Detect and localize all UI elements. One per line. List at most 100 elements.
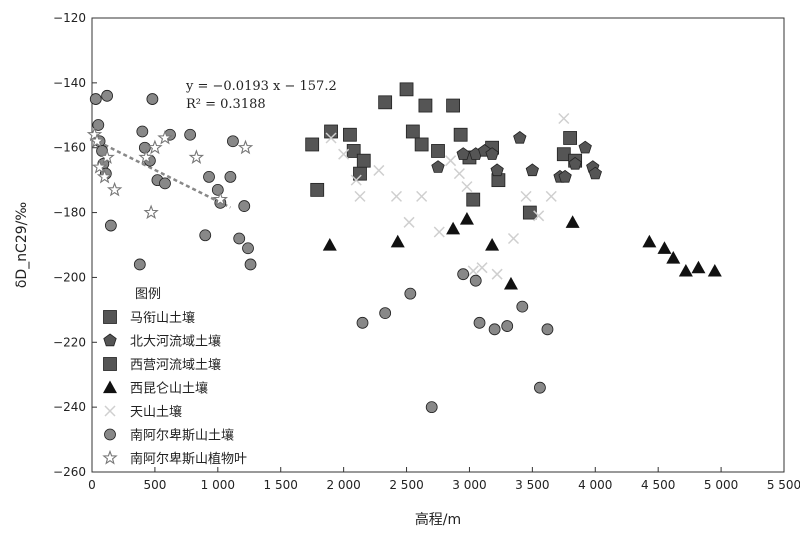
data-point xyxy=(485,147,499,160)
x-axis-label: 高程/m xyxy=(415,511,461,528)
data-point xyxy=(476,262,488,274)
data-point xyxy=(101,89,113,102)
data-point xyxy=(563,131,578,145)
data-point xyxy=(199,229,212,242)
y-tick-label: −220 xyxy=(53,335,86,349)
data-point xyxy=(147,139,163,155)
data-point xyxy=(325,132,337,144)
data-point xyxy=(350,174,362,186)
data-point xyxy=(678,263,693,277)
data-point xyxy=(353,166,367,181)
data-point xyxy=(456,147,470,160)
data-point xyxy=(343,127,357,142)
data-point xyxy=(224,170,237,183)
data-point xyxy=(501,320,514,332)
data-point xyxy=(507,232,520,245)
data-point xyxy=(533,210,545,222)
x-tick-label: 2 000 xyxy=(326,478,360,492)
data-point xyxy=(446,98,460,113)
x-tick-label: 1 000 xyxy=(201,478,235,492)
data-point xyxy=(431,144,445,158)
data-point xyxy=(338,148,350,160)
data-point xyxy=(157,129,173,145)
data-point xyxy=(227,135,239,148)
data-point-stroke xyxy=(558,112,570,125)
data-point xyxy=(431,160,445,173)
data-point xyxy=(707,263,722,277)
data-point xyxy=(467,265,479,277)
legend-marker xyxy=(104,428,116,441)
data-point xyxy=(146,93,159,105)
data-point xyxy=(305,137,320,152)
data-point xyxy=(405,124,420,139)
legend-marker xyxy=(103,333,117,347)
data-point-stroke xyxy=(416,190,428,202)
data-point xyxy=(534,381,546,394)
data-point xyxy=(91,159,108,174)
x-tick-label: 1 500 xyxy=(264,478,298,492)
data-point xyxy=(399,82,414,97)
data-point-stroke xyxy=(354,190,366,202)
data-point xyxy=(390,234,405,248)
data-point xyxy=(404,287,417,300)
legend-marker xyxy=(103,310,117,324)
data-point-stroke xyxy=(350,174,362,186)
data-point xyxy=(578,140,592,154)
data-point xyxy=(520,190,532,202)
data-point xyxy=(211,183,224,196)
data-point-stroke xyxy=(390,190,403,202)
data-point xyxy=(390,190,403,202)
data-point xyxy=(379,307,392,320)
legend-marker-stroke xyxy=(104,405,116,417)
y-tick-label: −120 xyxy=(53,11,86,25)
data-point xyxy=(433,226,445,238)
data-point-stroke xyxy=(461,181,473,193)
data-point-stroke xyxy=(453,168,465,180)
data-point xyxy=(403,216,415,228)
data-point xyxy=(485,238,500,251)
y-axis-label: δD_nC29/‰ xyxy=(14,202,30,289)
data-point xyxy=(491,268,503,280)
legend-marker xyxy=(103,380,117,394)
data-point-stroke xyxy=(476,262,488,274)
data-point xyxy=(525,163,539,177)
data-point xyxy=(414,137,429,152)
y-tick-label: −240 xyxy=(53,400,86,414)
data-point xyxy=(657,241,672,254)
data-point xyxy=(588,166,602,180)
data-point xyxy=(568,156,582,170)
data-point-stroke xyxy=(491,268,503,280)
data-point xyxy=(453,168,465,180)
x-tick-label: 4 500 xyxy=(641,478,675,492)
data-point xyxy=(416,190,428,202)
data-point xyxy=(691,260,706,274)
data-point xyxy=(461,181,473,193)
x-tick-label: 4 000 xyxy=(578,478,612,492)
x-tick-label: 2 500 xyxy=(389,478,423,492)
data-point xyxy=(310,182,325,197)
data-point xyxy=(244,258,257,271)
x-tick-label: 5 000 xyxy=(704,478,738,492)
data-point xyxy=(425,401,438,414)
regression-r2: R² = 0.3188 xyxy=(186,97,266,112)
legend-label: 天山土壤 xyxy=(130,404,182,420)
legend-label: 北大河流域土壤 xyxy=(130,334,221,350)
data-point xyxy=(159,177,171,190)
data-point xyxy=(242,242,254,255)
y-tick-label: −260 xyxy=(53,465,86,479)
data-point xyxy=(233,232,246,245)
y-tick-label: −160 xyxy=(53,141,86,155)
data-point xyxy=(469,274,482,287)
data-point xyxy=(133,258,146,271)
trendline-segment xyxy=(91,137,231,209)
y-tick-label: −140 xyxy=(53,76,86,90)
data-point xyxy=(565,215,580,228)
x-tick-label: 5 500 xyxy=(767,478,800,492)
data-point xyxy=(89,133,105,148)
legend-marker xyxy=(104,405,116,417)
data-point-stroke xyxy=(545,190,557,202)
x-tick-label: 0 xyxy=(88,478,96,492)
data-point xyxy=(466,192,481,207)
axes: 0 500 1 000 1 500 2 000 2 500 3 000 3 500 4 000 4… xyxy=(53,11,800,492)
